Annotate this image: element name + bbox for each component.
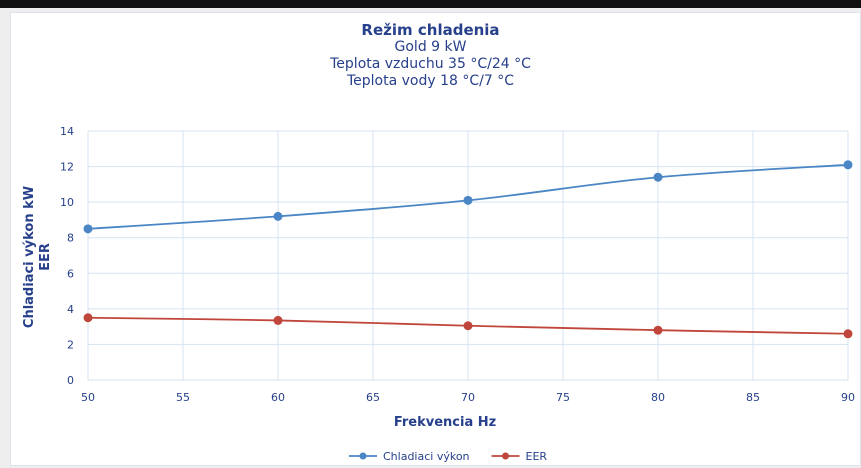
chart-title-block: Režim chladenia Gold 9 kW Teplota vzduch… [0, 22, 861, 90]
data-point [83, 313, 93, 323]
x-tick-label: 75 [556, 391, 570, 404]
y-tick-label: 12 [60, 161, 74, 174]
y-axis-ticks: 0 2 4 6 8 10 12 14 [60, 125, 74, 387]
data-point [463, 321, 473, 331]
data-point [83, 224, 93, 234]
y-tick-label: 2 [67, 338, 74, 351]
data-point [653, 325, 663, 335]
y-axis-title: Chladiaci výkon kW EER [22, 186, 53, 328]
legend: Chladiaci výkon EER [349, 450, 547, 463]
data-point [273, 211, 283, 221]
x-tick-label: 65 [366, 391, 380, 404]
x-tick-label: 85 [746, 391, 760, 404]
chart-subtitle-3: Teplota vody 18 °C/7 °C [346, 73, 514, 89]
chart-subtitle-2: Teplota vzduchu 35 °C/24 °C [330, 56, 531, 72]
chart-title: Režim chladenia [361, 21, 500, 39]
data-point [843, 329, 853, 339]
legend-label: Chladiaci výkon [383, 450, 470, 463]
x-tick-label: 70 [461, 391, 475, 404]
x-tick-label: 90 [841, 391, 855, 404]
legend-marker [502, 452, 510, 460]
y-tick-label: 14 [60, 125, 74, 138]
y-tick-label: 8 [67, 232, 74, 245]
data-point [653, 172, 663, 182]
y-tick-label: 0 [67, 374, 74, 387]
legend-marker [359, 452, 367, 460]
y-axis-title-line-1: Chladiaci výkon kW [22, 186, 37, 328]
x-tick-label: 60 [271, 391, 285, 404]
x-tick-label: 80 [651, 391, 665, 404]
data-point [843, 160, 853, 170]
chart-card [10, 12, 861, 466]
y-axis-title-line-2: EER [38, 243, 53, 271]
y-tick-label: 4 [67, 303, 74, 316]
series-group [83, 160, 853, 339]
legend-label: EER [526, 450, 548, 463]
x-tick-label: 55 [176, 391, 190, 404]
data-point [463, 195, 473, 205]
top-edge-bar [0, 0, 861, 8]
grid-lines [87, 130, 849, 381]
x-axis-ticks: 50 55 60 65 70 75 80 85 90 [81, 391, 855, 404]
y-tick-label: 10 [60, 196, 74, 209]
chart-subtitle-1: Gold 9 kW [394, 39, 467, 55]
x-tick-label: 50 [81, 391, 95, 404]
y-tick-label: 6 [67, 267, 74, 280]
x-axis-title: Frekvencia Hz [394, 415, 496, 430]
data-point [273, 315, 283, 325]
